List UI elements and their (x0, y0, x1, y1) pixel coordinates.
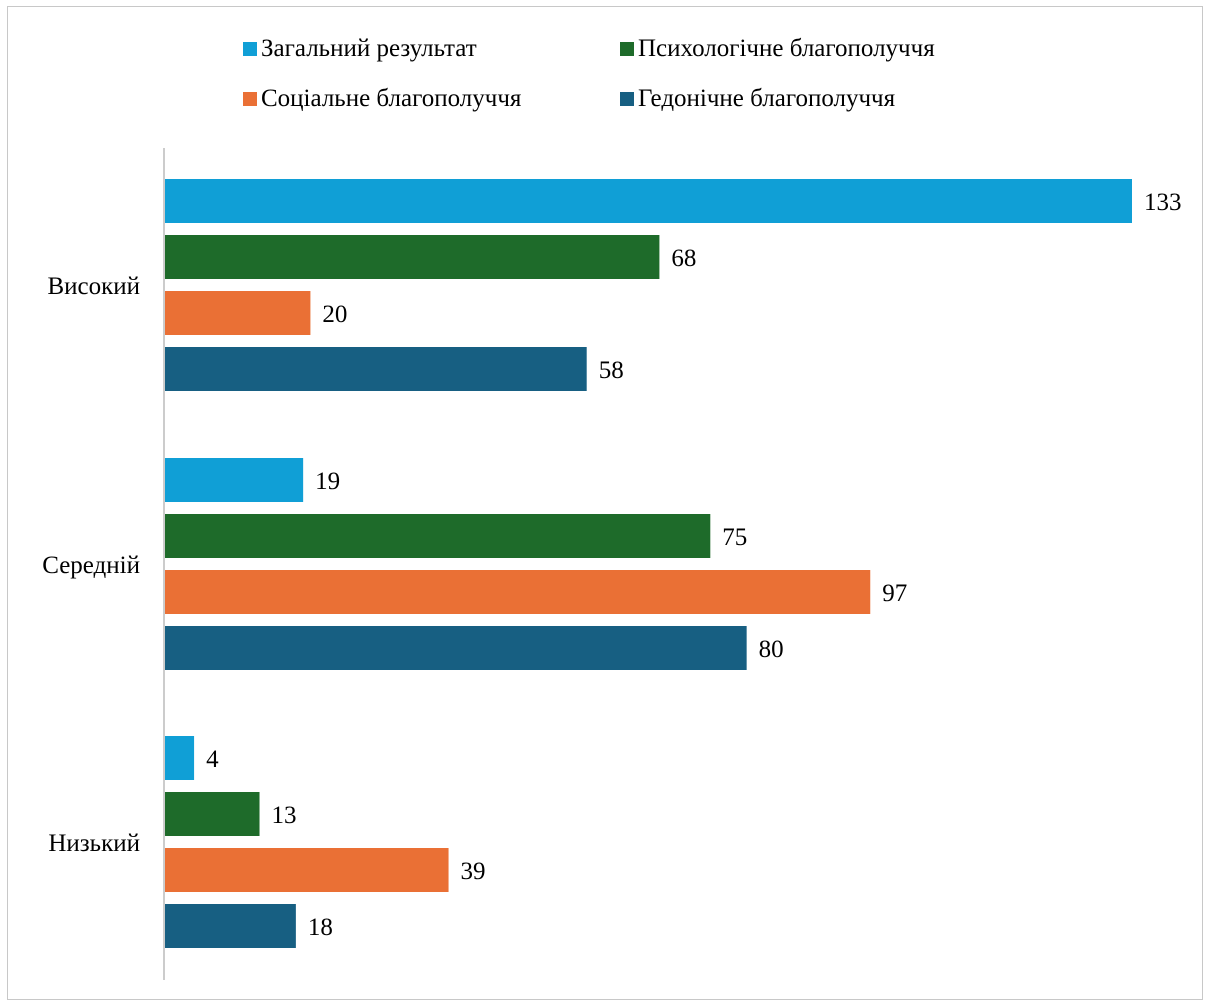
bar-2-3 (165, 904, 296, 948)
data-label-2-3: 18 (308, 914, 333, 941)
data-label-1-3: 80 (759, 636, 784, 663)
bar-0-1 (165, 235, 660, 279)
legend-swatch-social (243, 91, 257, 106)
data-label-0-2: 20 (322, 301, 347, 328)
data-label-2-2: 39 (461, 858, 486, 885)
legend-item-hedonic: Гедонічне благополуччя (620, 86, 895, 111)
bar-1-2 (165, 570, 871, 614)
bar-1-3 (165, 626, 747, 670)
bar-1-0 (165, 458, 304, 502)
legend-label-psychological: Психологічне благополуччя (638, 35, 935, 62)
data-label-2-1: 13 (272, 802, 297, 829)
bar-0-3 (165, 347, 587, 391)
data-label-0-3: 58 (599, 357, 624, 384)
legend-item-psychological: Психологічне благополуччя (620, 36, 935, 61)
bar-2-2 (165, 848, 449, 892)
category-label-0: Високий (47, 273, 140, 300)
category-label-1: Середній (42, 552, 140, 579)
data-label-1-0: 19 (315, 468, 340, 495)
bar-0-2 (165, 291, 311, 335)
bar-1-1 (165, 514, 711, 558)
data-label-0-1: 68 (671, 245, 696, 272)
category-labels-layer: Високий Середній Низький (42, 273, 140, 857)
legend-label-social: Соціальне благополуччя (261, 85, 522, 112)
bar-2-0 (165, 736, 195, 780)
legend-item-social: Соціальне благополуччя (243, 86, 521, 111)
category-label-2: Низький (48, 830, 140, 857)
data-label-2-0: 4 (206, 746, 219, 773)
bar-2-1 (165, 792, 260, 836)
data-label-1-1: 75 (722, 524, 747, 551)
legend-swatch-overall (243, 41, 257, 56)
legend-label-hedonic: Гедонічне благополуччя (638, 85, 896, 112)
data-labels-layer: 133 68 20 58 19 75 97 80 4 13 39 18 (206, 189, 1181, 941)
legend-label-overall: Загальний результат (261, 35, 477, 62)
legend-item-overall: Загальний результат (243, 36, 477, 61)
data-label-0-0: 133 (1144, 189, 1182, 216)
data-label-1-2: 97 (882, 580, 907, 607)
legend-swatch-psychological (620, 41, 634, 56)
legend-swatch-hedonic (620, 91, 634, 106)
bars-layer (165, 179, 1132, 948)
bar-0-0 (165, 179, 1132, 223)
